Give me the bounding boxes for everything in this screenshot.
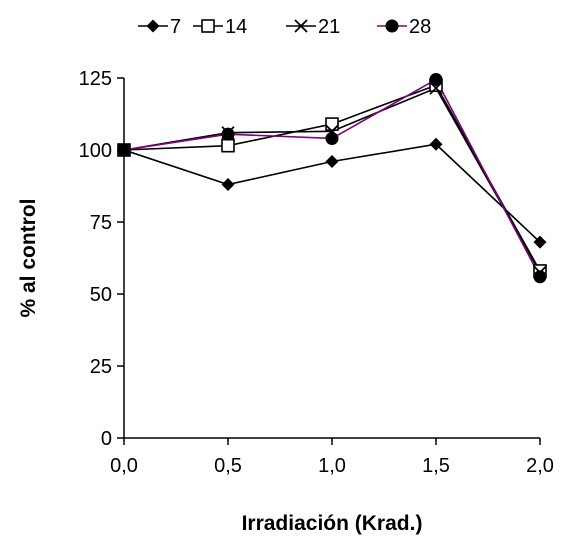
series-28-point bbox=[533, 270, 547, 284]
x-tick-label: 1,0 bbox=[318, 455, 346, 477]
legend-21-marker bbox=[294, 19, 308, 33]
y-tick-label: 25 bbox=[90, 356, 112, 378]
series-lines bbox=[123, 78, 541, 278]
y-tick-label: 0 bbox=[101, 428, 112, 450]
legend-28-label: 28 bbox=[409, 16, 431, 38]
series-7-point bbox=[221, 178, 235, 192]
x-tick-label: 0,0 bbox=[110, 455, 138, 477]
series-7-point bbox=[429, 137, 443, 151]
series-28-point bbox=[221, 127, 235, 141]
series-7-point bbox=[325, 155, 339, 169]
legend: 7 14 21 28 bbox=[138, 16, 431, 38]
series-28-point bbox=[325, 131, 339, 145]
y-tick-label: 75 bbox=[90, 212, 112, 234]
series-7-point bbox=[533, 235, 547, 249]
series-28-point bbox=[429, 72, 443, 86]
x-tick-label: 2,0 bbox=[526, 455, 554, 477]
x-ticks: 0,0 0,5 1,0 1,5 2,0 bbox=[110, 438, 554, 477]
x-tick-label: 0,5 bbox=[214, 455, 242, 477]
series-28-line bbox=[123, 78, 541, 278]
series-14-line bbox=[123, 84, 541, 272]
legend-7-marker bbox=[146, 19, 160, 33]
legend-7-label: 7 bbox=[170, 16, 181, 38]
y-tick-label: 100 bbox=[79, 140, 112, 162]
y-axis-title: % al control bbox=[17, 198, 40, 317]
legend-28-marker bbox=[385, 19, 399, 33]
legend-21-label: 21 bbox=[318, 16, 340, 38]
y-ticks: 0 25 50 75 100 125 bbox=[79, 68, 124, 450]
series-28-point bbox=[117, 143, 131, 157]
x-tick-label: 1,5 bbox=[422, 455, 450, 477]
y-tick-label: 125 bbox=[79, 68, 112, 90]
legend-14-label: 14 bbox=[225, 16, 247, 38]
series-markers bbox=[117, 72, 547, 284]
x-axis-title: Irradiación (Krad.) bbox=[242, 512, 423, 535]
y-tick-label: 50 bbox=[90, 284, 112, 306]
series-21-line bbox=[123, 87, 541, 273]
series-14-point bbox=[221, 138, 235, 153]
legend-14-marker bbox=[201, 19, 215, 33]
